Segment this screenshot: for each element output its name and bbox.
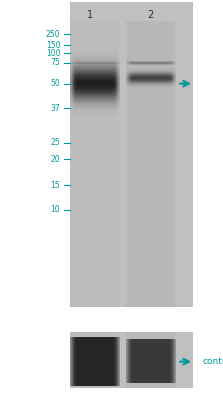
Bar xyxy=(70,332,119,388)
Bar xyxy=(70,2,193,307)
Text: 250: 250 xyxy=(46,30,60,39)
Text: 20: 20 xyxy=(51,154,60,164)
Text: 15: 15 xyxy=(51,181,60,190)
Bar xyxy=(126,332,175,388)
Text: 37: 37 xyxy=(50,104,60,113)
Text: 10: 10 xyxy=(51,206,60,214)
Text: 100: 100 xyxy=(46,49,60,58)
Text: 1: 1 xyxy=(87,10,93,20)
Text: 25: 25 xyxy=(51,138,60,147)
Text: 2: 2 xyxy=(147,10,154,20)
Bar xyxy=(70,21,119,307)
Bar xyxy=(70,332,193,388)
Bar xyxy=(126,21,175,307)
Text: control: control xyxy=(203,357,223,366)
Text: 75: 75 xyxy=(50,58,60,68)
Text: 50: 50 xyxy=(50,79,60,88)
Text: 150: 150 xyxy=(46,41,60,50)
